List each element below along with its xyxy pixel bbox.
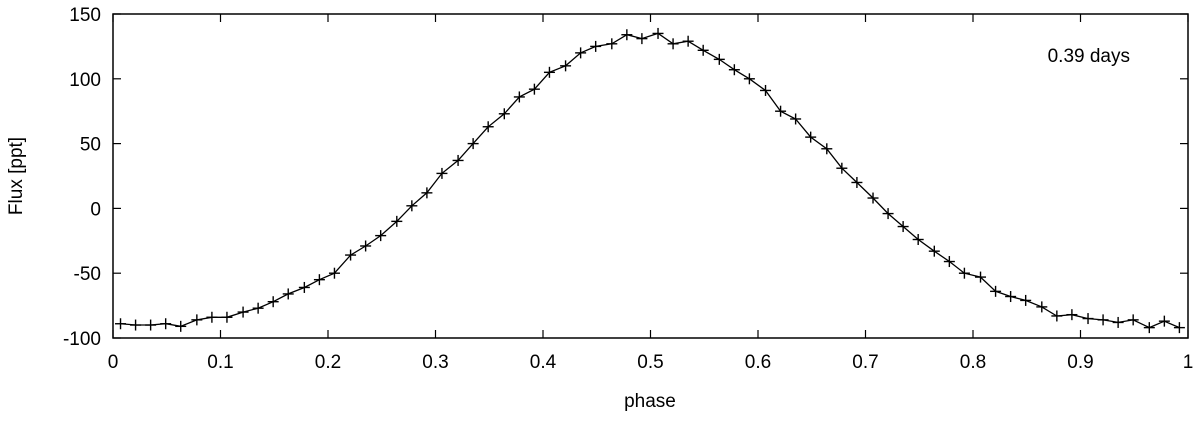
data-point xyxy=(621,29,633,41)
data-point xyxy=(851,176,863,188)
data-point xyxy=(897,221,909,233)
data-point xyxy=(328,267,340,279)
data-point xyxy=(805,131,817,143)
data-point xyxy=(206,311,218,323)
data-point xyxy=(375,230,387,242)
y-tick-label: -100 xyxy=(63,329,101,350)
data-point xyxy=(1158,315,1170,327)
data-point xyxy=(713,53,725,65)
data-point xyxy=(191,314,203,326)
data-point xyxy=(1066,309,1078,321)
data-point xyxy=(452,154,464,166)
x-axis: 0 0.1 0.2 0.3 0.4 0.5 0.6 0.7 0.8 0.9 1 xyxy=(108,14,1194,373)
x-tick-label: 0.8 xyxy=(960,352,986,373)
data-point xyxy=(1051,310,1063,322)
data-point xyxy=(543,66,555,78)
data-point xyxy=(867,192,879,204)
data-point xyxy=(1020,294,1032,306)
x-tick-label: 0.2 xyxy=(315,352,341,373)
x-tick-label: 0.6 xyxy=(745,352,771,373)
data-point xyxy=(652,27,664,39)
data-point xyxy=(606,38,618,50)
data-point xyxy=(560,60,572,72)
data-point xyxy=(1005,291,1017,303)
period-annotation: 0.39 days xyxy=(1048,46,1130,67)
data-point xyxy=(1127,314,1139,326)
data-point xyxy=(821,143,833,155)
data-point xyxy=(760,84,772,96)
data-point xyxy=(145,319,157,331)
data-point xyxy=(360,240,372,252)
data-point xyxy=(467,138,479,150)
data-point xyxy=(943,256,955,268)
plot-area xyxy=(112,13,1189,339)
data-point xyxy=(743,73,755,85)
y-tick-label: 0 xyxy=(90,199,101,220)
data-point xyxy=(130,319,142,331)
data-point xyxy=(912,234,924,246)
data-point xyxy=(928,245,940,257)
data-point xyxy=(728,64,740,76)
data-point xyxy=(667,38,679,50)
x-tick-label: 0.4 xyxy=(530,352,557,373)
y-tick-label: 100 xyxy=(69,70,101,91)
data-point xyxy=(391,215,403,227)
plot-frame xyxy=(112,13,1189,339)
data-point xyxy=(775,105,787,117)
data-point xyxy=(267,296,279,308)
x-tick-label: 0.1 xyxy=(207,352,233,373)
data-point xyxy=(513,91,525,103)
y-axis: -100 -50 0 50 100 150 xyxy=(63,5,1188,350)
data-point xyxy=(237,306,249,318)
data-point xyxy=(160,318,172,330)
data-point xyxy=(528,83,540,95)
data-point xyxy=(298,281,310,293)
x-tick-label: 0.7 xyxy=(852,352,878,373)
data-point xyxy=(1082,313,1094,325)
y-tick-label: -50 xyxy=(74,264,101,285)
data-point xyxy=(175,320,187,332)
data-point xyxy=(1097,314,1109,326)
data-point xyxy=(1112,316,1124,328)
data-point xyxy=(958,267,970,279)
data-point xyxy=(882,208,894,220)
data-point xyxy=(252,302,264,314)
series-line xyxy=(120,32,1180,329)
x-axis-title: phase xyxy=(624,391,676,412)
data-point xyxy=(1143,322,1155,334)
data-point xyxy=(436,167,448,179)
data-point xyxy=(636,33,648,45)
series-layer xyxy=(115,27,1185,334)
data-point xyxy=(345,249,357,261)
x-tick-label: 0 xyxy=(108,352,119,373)
data-point xyxy=(575,47,587,59)
y-tick-label: 150 xyxy=(69,5,101,26)
data-point xyxy=(115,318,127,330)
data-point xyxy=(682,35,694,47)
data-point xyxy=(406,200,418,212)
data-point xyxy=(221,311,233,323)
y-axis-title: Flux [ppt] xyxy=(6,137,27,215)
data-point xyxy=(1173,322,1185,334)
x-tick-label: 0.3 xyxy=(422,352,448,373)
data-point xyxy=(975,271,987,283)
data-point xyxy=(313,274,325,286)
data-point xyxy=(421,187,433,199)
x-tick-label: 0.9 xyxy=(1067,352,1093,373)
x-tick-label: 1 xyxy=(1183,352,1194,373)
data-point xyxy=(990,285,1002,297)
data-point xyxy=(836,162,848,174)
data-point xyxy=(697,44,709,56)
data-point xyxy=(790,113,802,125)
data-point xyxy=(1036,301,1048,313)
data-point xyxy=(282,288,294,300)
y-tick-label: 50 xyxy=(80,135,101,156)
data-point xyxy=(482,121,494,133)
data-point xyxy=(498,108,510,120)
data-point xyxy=(590,40,602,52)
x-tick-label: 0.5 xyxy=(637,352,663,373)
